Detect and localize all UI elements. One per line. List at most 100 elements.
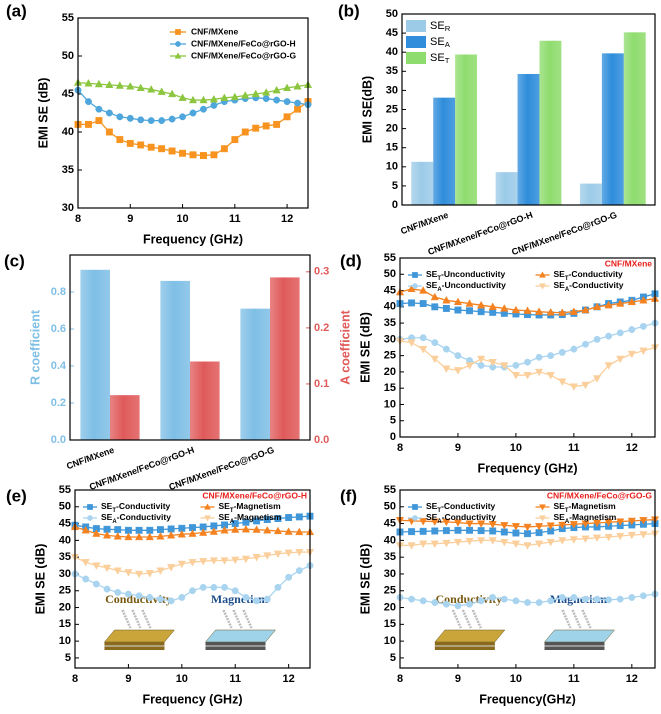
- data-point: [419, 300, 427, 308]
- data-point: [558, 348, 566, 356]
- data-point: [105, 109, 113, 117]
- data-point: [241, 555, 251, 564]
- data-point: [82, 575, 90, 583]
- y-tick-label: 30: [59, 568, 71, 580]
- data-point: [263, 525, 272, 534]
- data-point: [408, 528, 416, 536]
- bar: [240, 308, 270, 440]
- y-tick-label: 15: [59, 618, 71, 630]
- inset-wave: [141, 609, 152, 629]
- data-point: [523, 523, 532, 532]
- bar: [160, 280, 190, 440]
- y-tick-label: 0.4: [51, 360, 67, 372]
- data-point: [546, 307, 555, 316]
- plot-frame: [399, 257, 656, 438]
- data-point: [285, 573, 293, 581]
- data-point: [419, 286, 428, 294]
- data-point: [489, 308, 497, 316]
- y-tick-label: 5: [392, 180, 398, 192]
- panel-label: (d): [340, 251, 362, 270]
- data-point: [189, 109, 197, 117]
- y-tick-label: 25: [384, 585, 396, 597]
- data-point: [285, 514, 293, 521]
- data-point: [639, 322, 647, 330]
- data-point: [547, 597, 555, 605]
- data-point: [407, 339, 416, 347]
- y-tick-label: 10: [59, 635, 71, 647]
- data-point: [419, 334, 427, 342]
- data-point: [431, 527, 439, 535]
- y-tick-label: 0.8: [51, 286, 66, 298]
- data-point: [209, 527, 218, 535]
- y-tick-label: 30: [384, 333, 396, 345]
- data-point: [511, 372, 521, 380]
- data-point: [273, 550, 283, 559]
- data-point: [639, 347, 648, 356]
- data-point: [639, 517, 648, 525]
- data-point: [126, 82, 135, 90]
- plot-frame: [399, 489, 656, 669]
- data-point: [199, 528, 208, 536]
- data-point: [511, 523, 521, 531]
- legend-label: SET-Conductivity: [101, 501, 171, 513]
- y-tick-label: 15: [384, 382, 396, 394]
- data-point: [419, 527, 427, 535]
- y-tick-label: 50: [386, 8, 398, 20]
- data-point: [95, 105, 103, 113]
- data-point: [466, 600, 473, 608]
- data-point: [477, 537, 486, 545]
- data-point: [295, 527, 304, 536]
- data-point: [92, 529, 101, 537]
- data-point: [253, 517, 261, 525]
- y-tick-label: 35: [59, 551, 71, 563]
- data-point: [605, 596, 613, 604]
- data-point: [134, 532, 144, 541]
- x-tick-label: 9: [127, 213, 133, 225]
- legend-marker: [539, 504, 546, 511]
- x-tick-label: 12: [626, 442, 638, 454]
- y-tick-label: 10: [384, 635, 396, 647]
- data-point: [477, 527, 485, 535]
- x-tick-label: 11: [229, 673, 241, 685]
- data-point: [145, 532, 154, 541]
- data-point: [546, 372, 555, 380]
- data-point: [570, 594, 578, 601]
- data-point: [592, 375, 602, 383]
- data-point: [465, 537, 474, 546]
- inset-wave: [242, 609, 253, 629]
- data-point: [500, 362, 509, 370]
- legend-swatch: [406, 52, 426, 64]
- bar: [579, 183, 602, 205]
- data-point: [604, 300, 613, 309]
- data-point: [558, 378, 567, 387]
- data-point: [134, 570, 144, 579]
- legend-marker: [174, 52, 182, 59]
- data-point: [604, 533, 613, 542]
- data-point: [85, 98, 92, 106]
- data-point: [103, 585, 111, 593]
- data-point: [178, 594, 186, 601]
- data-point: [500, 304, 509, 312]
- y-tick-label: 5: [390, 415, 396, 427]
- data-point: [241, 128, 249, 136]
- data-point: [200, 105, 207, 113]
- data-point: [489, 594, 497, 601]
- y-tick-label: 55: [62, 12, 74, 24]
- data-point: [220, 145, 228, 153]
- legend-label: SEA: [430, 36, 451, 49]
- panel-label: (f): [340, 486, 357, 505]
- data-point: [616, 299, 625, 307]
- data-point: [627, 531, 636, 540]
- bar: [517, 73, 540, 205]
- data-point: [512, 529, 520, 537]
- x-tick-label: 8: [75, 213, 81, 225]
- data-point: [124, 526, 132, 534]
- data-point: [465, 299, 474, 307]
- data-point: [500, 595, 508, 603]
- y-tick-label: 40: [384, 301, 396, 313]
- data-point: [512, 361, 520, 369]
- legend-label: CNF/MXene/FeCo@rGO-G: [191, 50, 296, 60]
- data-point: [442, 295, 451, 304]
- legend-label: SET-Unconductivity: [426, 269, 505, 281]
